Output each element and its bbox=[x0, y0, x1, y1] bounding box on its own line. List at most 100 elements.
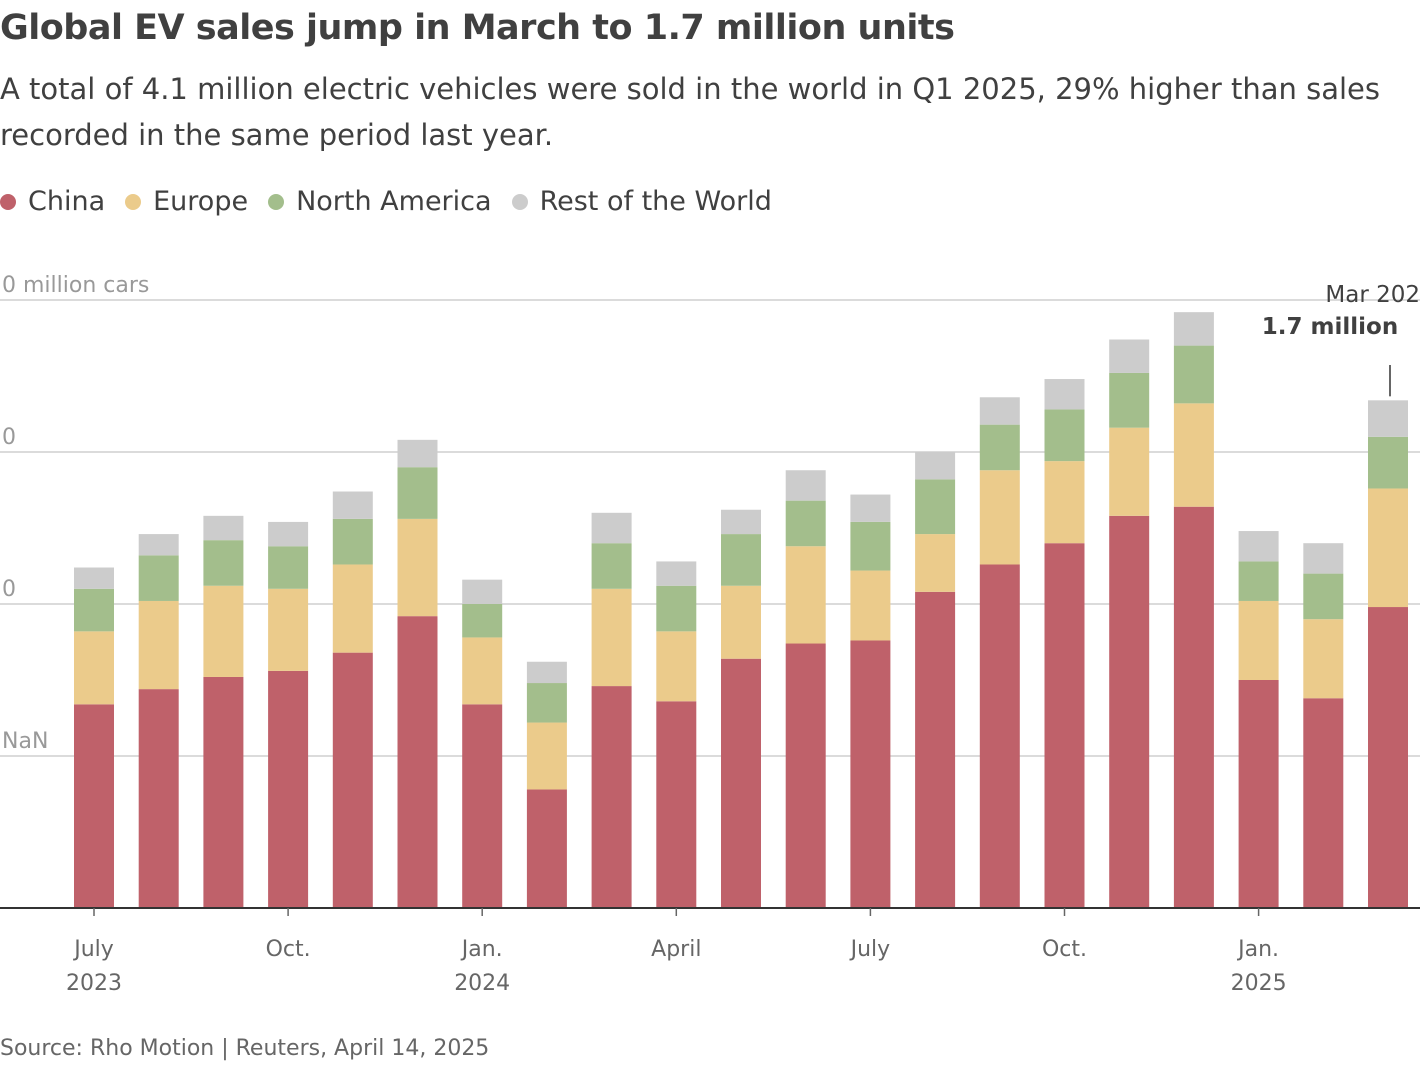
legend-item: Rest of the World bbox=[511, 186, 772, 217]
legend-item: Europe bbox=[125, 186, 248, 217]
bar-segment-north-america bbox=[850, 521, 891, 571]
bar-segment-china bbox=[1044, 543, 1085, 908]
bar-segment-china bbox=[1238, 680, 1279, 908]
bar-segment-rest-of-the-world bbox=[462, 579, 503, 604]
bar-segment-rest-of-the-world bbox=[203, 515, 244, 541]
bar-segment-china bbox=[203, 676, 244, 908]
bar-segment-north-america bbox=[1368, 436, 1408, 489]
legend-label: North America bbox=[296, 186, 492, 217]
legend-item: North America bbox=[268, 186, 492, 217]
x-tick-label: Oct. bbox=[1042, 937, 1087, 962]
bar-segment-rest-of-the-world bbox=[785, 470, 826, 501]
bar-segment-china bbox=[397, 616, 438, 908]
y-tick-label: 0 bbox=[2, 425, 16, 450]
bar-segment-rest-of-the-world bbox=[74, 567, 114, 589]
bar-segment-rest-of-the-world bbox=[1368, 400, 1408, 437]
bar-segment-north-america bbox=[979, 424, 1020, 471]
annotation-value: 1.7 million bbox=[1262, 314, 1398, 340]
bar-segment-china bbox=[1109, 515, 1150, 908]
x-tick-label: July bbox=[849, 937, 891, 962]
bar-segment-north-america bbox=[785, 500, 826, 547]
bar-segment-north-america bbox=[1044, 409, 1085, 462]
bar-segment-china bbox=[332, 652, 373, 908]
bar-segment-china bbox=[850, 640, 891, 908]
bar-segment-north-america bbox=[591, 543, 632, 589]
bar-segment-europe bbox=[332, 564, 373, 653]
bar-segment-north-america bbox=[656, 585, 697, 632]
bar-segment-north-america bbox=[721, 534, 761, 586]
x-tick-label: Jan. bbox=[1236, 937, 1279, 962]
bar-segment-rest-of-the-world bbox=[1044, 379, 1085, 410]
bar-segment-europe bbox=[526, 722, 567, 790]
bar-segment-europe bbox=[979, 470, 1020, 565]
bar-segment-china bbox=[979, 564, 1020, 908]
legend-swatch bbox=[511, 193, 528, 210]
bar-segment-rest-of-the-world bbox=[138, 534, 179, 556]
x-tick-year: 2025 bbox=[1231, 971, 1287, 996]
bar-segment-rest-of-the-world bbox=[1303, 543, 1344, 574]
bar-segment-europe bbox=[203, 585, 244, 677]
bar-segment-europe bbox=[656, 631, 697, 702]
legend-item: China bbox=[0, 186, 105, 217]
bar-segment-china bbox=[138, 689, 179, 908]
bar-segment-north-america bbox=[74, 588, 114, 632]
x-tick-label: Jan. bbox=[460, 937, 503, 962]
bar-segment-europe bbox=[1238, 600, 1279, 680]
bar-segment-europe bbox=[397, 518, 438, 617]
bar-segment-europe bbox=[462, 637, 503, 705]
bar-segment-rest-of-the-world bbox=[915, 452, 956, 480]
chart-subtitle: A total of 4.1 million electric vehicles… bbox=[0, 72, 1380, 152]
bar-segment-europe bbox=[1109, 427, 1150, 516]
bar-segment-north-america bbox=[203, 540, 244, 586]
bar-segment-rest-of-the-world bbox=[721, 509, 761, 535]
bar-segment-europe bbox=[721, 585, 761, 659]
bar-segment-china bbox=[656, 701, 697, 908]
legend-label: Rest of the World bbox=[539, 186, 772, 217]
x-tick-year: 2024 bbox=[454, 971, 510, 996]
bar-segment-north-america bbox=[268, 546, 309, 589]
bar-segment-europe bbox=[915, 534, 956, 592]
bar-segment-north-america bbox=[1173, 345, 1214, 404]
bar-segment-europe bbox=[850, 570, 891, 641]
bar-segment-china bbox=[785, 643, 826, 908]
bar-segment-rest-of-the-world bbox=[591, 512, 632, 544]
x-tick-year: 2023 bbox=[66, 971, 122, 996]
bar-segment-north-america bbox=[1238, 561, 1279, 601]
bar-segment-rest-of-the-world bbox=[268, 521, 309, 547]
bar-segment-north-america bbox=[1303, 573, 1344, 620]
bar-segment-china bbox=[591, 686, 632, 908]
bar-segment-china bbox=[1173, 506, 1214, 908]
bar-segment-europe bbox=[591, 588, 632, 687]
legend-swatch bbox=[125, 193, 142, 210]
bar-segment-china bbox=[268, 670, 309, 908]
bar-segment-north-america bbox=[1109, 372, 1150, 428]
bar-segment-china bbox=[74, 704, 114, 908]
bar-segment-china bbox=[721, 658, 761, 908]
x-tick-label: Oct. bbox=[266, 937, 311, 962]
y-tick-label: 0 bbox=[2, 577, 16, 602]
bar-segment-europe bbox=[74, 631, 114, 705]
source-note: Source: Rho Motion | Reuters, April 14, … bbox=[0, 1036, 490, 1061]
bar-segment-europe bbox=[138, 600, 179, 690]
bar-segment-north-america bbox=[462, 604, 503, 638]
chart-title: Global EV sales jump in March to 1.7 mil… bbox=[0, 8, 955, 48]
bar-segment-rest-of-the-world bbox=[1109, 339, 1150, 373]
x-tick-label: July bbox=[72, 937, 114, 962]
bar-segment-north-america bbox=[332, 518, 373, 565]
bar-segment-north-america bbox=[526, 683, 567, 723]
legend-swatch bbox=[0, 193, 16, 210]
bar-segment-rest-of-the-world bbox=[332, 491, 373, 519]
x-tick-label: April bbox=[651, 937, 701, 962]
bar-segment-china bbox=[526, 789, 567, 908]
bar-segment-rest-of-the-world bbox=[1238, 531, 1279, 562]
bar-segment-china bbox=[462, 704, 503, 908]
legend: China Europe North America Rest of the Worl… bbox=[0, 186, 792, 217]
bar-segment-europe bbox=[1173, 403, 1214, 507]
bar-segment-europe bbox=[1368, 488, 1408, 608]
bar-segment-rest-of-the-world bbox=[1173, 312, 1214, 346]
bar-segment-rest-of-the-world bbox=[397, 439, 438, 468]
bar-segment-rest-of-the-world bbox=[526, 661, 567, 684]
legend-swatch bbox=[268, 193, 285, 210]
bar-segment-north-america bbox=[915, 479, 956, 535]
